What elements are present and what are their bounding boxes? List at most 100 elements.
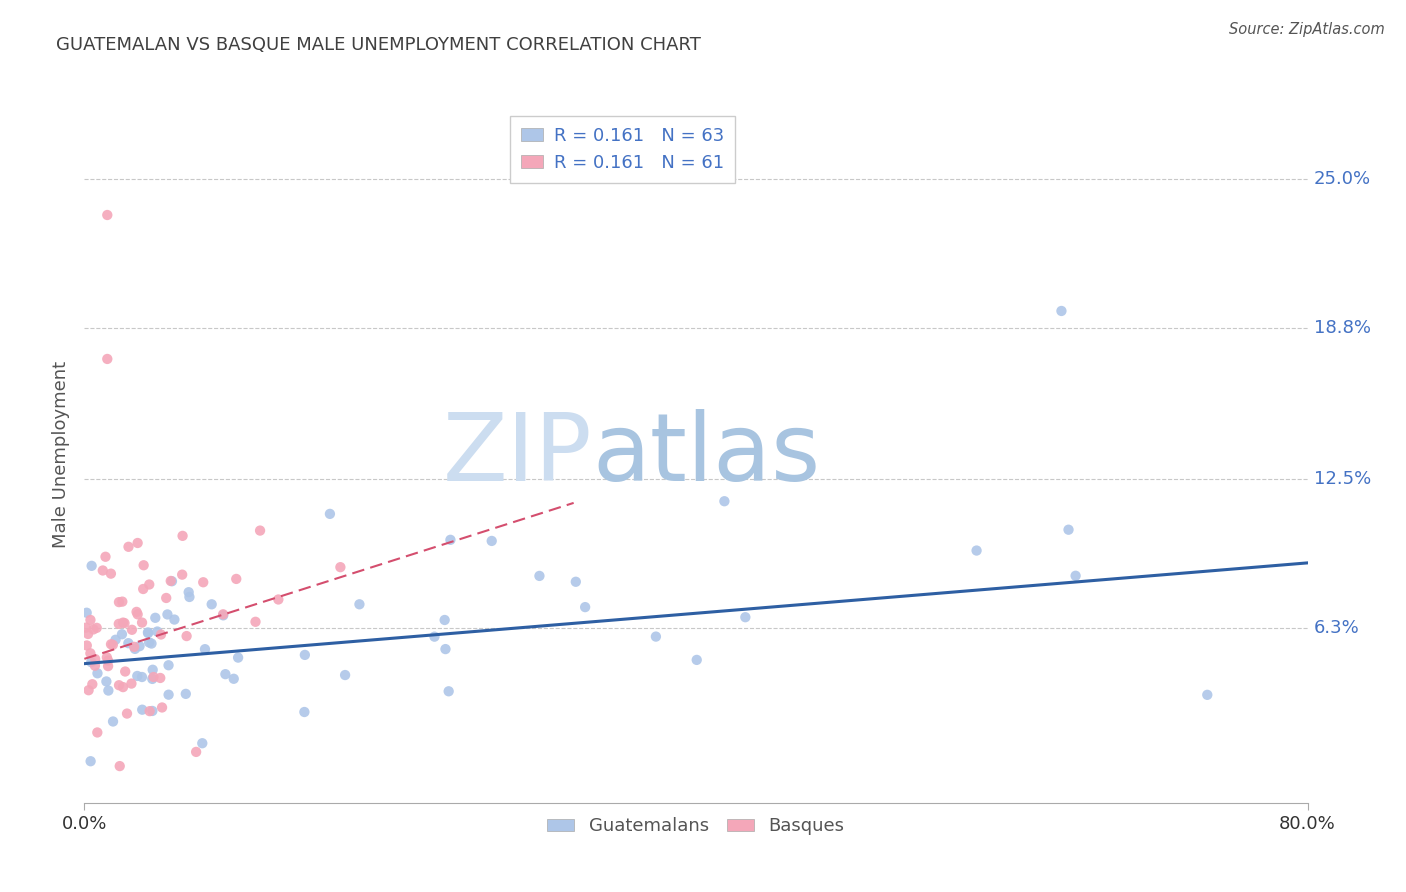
Point [174,687,197,701]
Point [214,667,236,681]
Point [101,714,124,729]
Point [184,745,207,759]
Point [131,670,153,684]
Point [222,672,245,686]
Point [121,623,143,637]
Point [155,591,177,605]
Point [86,621,108,635]
Point [84,658,107,673]
Point [1050,304,1073,318]
Point [163,613,186,627]
Point [136,626,159,640]
Point [212,608,235,623]
Point [131,703,153,717]
Point [132,558,155,573]
Point [80,655,103,669]
Point [86,725,108,739]
Point [127,607,149,622]
Point [124,641,146,656]
Text: 6.3%: 6.3% [1313,619,1360,637]
Point [349,597,371,611]
Point [111,615,134,630]
Point [191,736,214,750]
Point [84,652,107,666]
Point [245,615,267,629]
Point [434,642,457,657]
Point [713,494,735,508]
Point [122,640,145,654]
Point [201,597,224,611]
Point [112,680,135,694]
Point [333,668,356,682]
Point [100,637,122,651]
Point [686,653,709,667]
Point [437,684,460,698]
Point [104,632,127,647]
Point [146,624,169,639]
Point [127,669,149,683]
Point [115,706,138,721]
Point [294,648,316,662]
Point [86,666,108,681]
Point [108,595,131,609]
Point [157,688,180,702]
Point [117,540,139,554]
Point [96,674,118,689]
Point [114,665,136,679]
Point [292,705,315,719]
Point [77,627,100,641]
Point [156,607,179,622]
Point [149,671,172,685]
Point [108,678,131,692]
Point [150,627,173,641]
Point [138,704,160,718]
Point [1057,523,1080,537]
Point [141,704,163,718]
Point [177,585,200,599]
Point [160,574,183,589]
Point [77,683,100,698]
Point [433,613,456,627]
Point [79,754,101,768]
Point [75,621,97,635]
Point [114,616,136,631]
Point [142,670,165,684]
Point [97,659,120,673]
Point [141,636,163,650]
Y-axis label: Male Unemployment: Male Unemployment [52,361,70,549]
Point [97,683,120,698]
Point [574,600,596,615]
Point [143,611,166,625]
Point [96,650,118,665]
Point [226,650,249,665]
Point [1064,568,1087,582]
Point [120,676,142,690]
Point [172,567,194,582]
Point [125,605,148,619]
Point [138,635,160,649]
Point [128,639,150,653]
Point [142,663,165,677]
Point [91,564,114,578]
Point [150,700,173,714]
Point [157,658,180,673]
Point [141,672,163,686]
Point [127,536,149,550]
Point [111,627,134,641]
Point [96,208,118,222]
Point [329,560,352,574]
Point [176,629,198,643]
Point [97,654,120,668]
Point [319,507,342,521]
Point [94,549,117,564]
Point [529,569,551,583]
Point [159,574,181,588]
Text: GUATEMALAN VS BASQUE MALE UNEMPLOYMENT CORRELATION CHART: GUATEMALAN VS BASQUE MALE UNEMPLOYMENT C… [56,36,702,54]
Point [79,646,101,660]
Point [179,590,201,604]
Legend: Guatemalans, Basques: Guatemalans, Basques [540,810,852,842]
Text: 12.5%: 12.5% [1313,470,1371,488]
Point [76,639,98,653]
Point [76,606,98,620]
Point [225,572,247,586]
